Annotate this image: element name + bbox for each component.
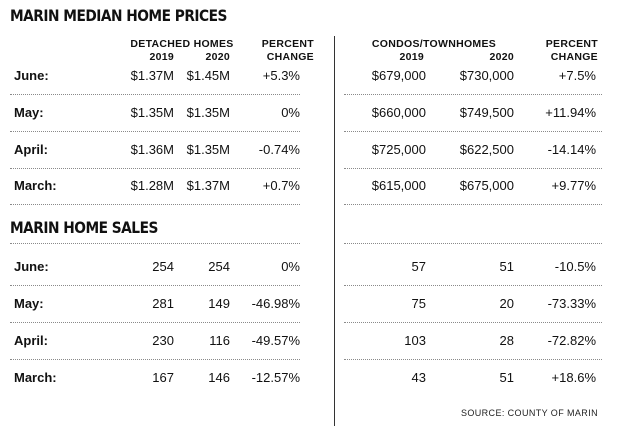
detached-pct-value: -0.74% <box>258 142 300 157</box>
detached-homes-header: DETACHED HOMES <box>130 38 234 50</box>
condos-pct-value: -14.14% <box>547 142 596 157</box>
row-divider <box>344 131 602 132</box>
detached-pct-value: -46.98% <box>251 296 300 311</box>
row-divider <box>344 204 602 205</box>
condos-header: CONDOS/TOWNHOMES <box>371 38 497 50</box>
condos-2020-value: $622,500 <box>459 142 514 157</box>
sales-row-may: May: 281 149 -46.98% 75 20 -73.33% <box>0 292 620 316</box>
row-divider <box>10 131 300 132</box>
row-divider <box>10 243 300 244</box>
detached-2019-value: 167 <box>152 370 174 385</box>
detached-pct-value: -49.57% <box>251 333 300 348</box>
detached-2020-value: $1.37M <box>186 178 230 193</box>
detached-2019-value: $1.37M <box>130 68 174 83</box>
detached-2020-value: $1.35M <box>186 142 230 157</box>
condos-pct-value: +11.94% <box>545 105 596 120</box>
prices-row-march: March: $1.28M $1.37M +0.7% $615,000 $675… <box>0 174 620 198</box>
detached-2019-value: 254 <box>152 259 174 274</box>
row-month: April: <box>14 333 48 348</box>
condos-percent-header: PERCENT <box>545 38 598 50</box>
condos-pct-value: +18.6% <box>551 370 596 385</box>
detached-2019-value: $1.36M <box>130 142 174 157</box>
detached-change-header: CHANGE <box>266 51 314 63</box>
row-month: June: <box>14 259 49 274</box>
row-divider <box>344 285 602 286</box>
condos-2019-value: $725,000 <box>371 142 426 157</box>
row-month: June: <box>14 68 49 83</box>
sales-row-april: April: 230 116 -49.57% 103 28 -72.82% <box>0 329 620 353</box>
detached-pct-value: -12.57% <box>251 370 300 385</box>
detached-pct-value: +5.3% <box>262 68 300 83</box>
detached-pct-value: 0% <box>281 105 300 120</box>
row-month: April: <box>14 142 48 157</box>
row-month: March: <box>14 178 57 193</box>
detached-pct-value: +0.7% <box>262 178 300 193</box>
row-month: May: <box>14 105 44 120</box>
row-divider <box>10 322 300 323</box>
condos-pct-value: -73.33% <box>547 296 596 311</box>
row-month: March: <box>14 370 57 385</box>
row-month: May: <box>14 296 44 311</box>
row-divider <box>10 168 300 169</box>
row-divider <box>10 94 300 95</box>
sales-row-june: June: 254 254 0% 57 51 -10.5% <box>0 255 620 279</box>
detached-2020-value: 146 <box>208 370 230 385</box>
row-divider <box>344 168 602 169</box>
condos-2019-value: 103 <box>404 333 426 348</box>
detached-2019-header: 2019 <box>149 51 174 63</box>
condos-change-header: CHANGE <box>550 51 598 63</box>
condos-2019-value: 57 <box>411 259 426 274</box>
row-divider <box>344 243 602 244</box>
sales-row-march: March: 167 146 -12.57% 43 51 +18.6% <box>0 366 620 390</box>
condos-2019-value: $615,000 <box>371 178 426 193</box>
detached-2020-value: 254 <box>208 259 230 274</box>
detached-2019-value: $1.35M <box>130 105 174 120</box>
condos-2019-header: 2019 <box>399 51 424 63</box>
condos-pct-value: +9.77% <box>551 178 596 193</box>
detached-2020-value: 149 <box>208 296 230 311</box>
condos-2020-header: 2020 <box>489 51 514 63</box>
condos-2019-value: 43 <box>411 370 426 385</box>
prices-row-april: April: $1.36M $1.35M -0.74% $725,000 $62… <box>0 138 620 162</box>
condos-2020-value: $749,500 <box>459 105 514 120</box>
condos-2020-value: $730,000 <box>459 68 514 83</box>
detached-2020-value: $1.35M <box>186 105 230 120</box>
row-divider <box>344 322 602 323</box>
detached-2019-value: 230 <box>152 333 174 348</box>
column-divider <box>334 36 335 426</box>
condos-2019-value: $660,000 <box>371 105 426 120</box>
condos-2020-value: 51 <box>499 259 514 274</box>
row-divider <box>10 204 300 205</box>
condos-2020-value: $675,000 <box>459 178 514 193</box>
detached-2019-value: $1.28M <box>130 178 174 193</box>
detached-pct-value: 0% <box>281 259 300 274</box>
row-divider <box>10 285 300 286</box>
condos-pct-value: -72.82% <box>547 333 596 348</box>
condos-2019-value: 75 <box>411 296 426 311</box>
prices-row-june: June: $1.37M $1.45M +5.3% $679,000 $730,… <box>0 64 620 88</box>
condos-pct-value: -10.5% <box>554 259 596 274</box>
detached-2019-value: 281 <box>152 296 174 311</box>
detached-percent-header: PERCENT <box>261 38 314 50</box>
detached-2020-header: 2020 <box>205 51 230 63</box>
prices-title: MARIN MEDIAN HOME PRICES <box>10 6 227 25</box>
row-divider <box>344 359 602 360</box>
condos-pct-value: +7.5% <box>558 68 596 83</box>
condos-2020-value: 20 <box>499 296 514 311</box>
condos-2020-value: 28 <box>499 333 514 348</box>
sales-title: MARIN HOME SALES <box>10 218 158 237</box>
row-divider <box>344 94 602 95</box>
detached-2020-value: 116 <box>209 333 230 348</box>
detached-2020-value: $1.45M <box>186 68 230 83</box>
condos-2019-value: $679,000 <box>371 68 426 83</box>
source-credit: SOURCE: COUNTY OF MARIN <box>460 408 598 418</box>
prices-row-may: May: $1.35M $1.35M 0% $660,000 $749,500 … <box>0 101 620 125</box>
row-divider <box>10 359 300 360</box>
condos-2020-value: 51 <box>499 370 514 385</box>
